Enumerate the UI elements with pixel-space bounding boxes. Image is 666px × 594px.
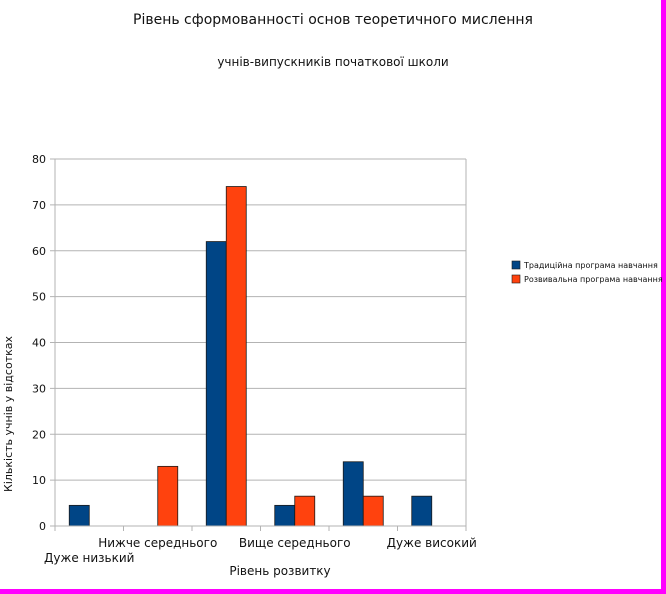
- x-axis-label: Рівень розвитку: [229, 564, 330, 578]
- x-tick-label: Дуже високий: [387, 536, 477, 550]
- y-tick-label: 30: [32, 382, 46, 395]
- y-tick-label: 50: [32, 291, 46, 304]
- grid-lines: [55, 158, 466, 527]
- chart-subtitle: учнів-випускників початкової школи: [217, 55, 449, 69]
- bar-developmental: [157, 465, 179, 527]
- bar-traditional: [411, 495, 433, 527]
- y-tick-label: 80: [32, 153, 46, 166]
- y-tick-label: 40: [32, 337, 46, 350]
- bar-developmental: [362, 495, 384, 527]
- legend-label: Розвивальна програма навчання: [524, 275, 663, 284]
- chart-title: Рівень сформованності основ теоретичного…: [133, 12, 533, 28]
- legend-swatch: [511, 274, 521, 284]
- bar-traditional: [274, 504, 296, 527]
- y-tick-label: 10: [32, 474, 46, 487]
- x-tick-label: Вище середнього: [239, 536, 351, 550]
- y-tick-label: 70: [32, 199, 46, 212]
- x-tick-label: Дуже низький: [44, 551, 134, 565]
- bar-traditional: [205, 241, 227, 527]
- legend-swatch: [511, 260, 521, 270]
- bar-developmental: [294, 495, 316, 527]
- axes: [50, 158, 467, 531]
- bars: [68, 186, 433, 527]
- y-tick-labels: 0 10 20 30 40 50 60 70 80: [32, 153, 46, 533]
- y-tick-label: 20: [32, 428, 46, 441]
- bar-traditional: [342, 461, 364, 527]
- bar-traditional: [68, 504, 90, 527]
- legend: Традиційна програма навчання Розвивальна …: [511, 260, 663, 284]
- x-tick-label: Нижче середнього: [98, 536, 217, 550]
- y-axis-label: Кількість учнів у відсотках: [2, 336, 15, 492]
- y-tick-label: 60: [32, 245, 46, 258]
- y-tick-label: 0: [39, 520, 46, 533]
- legend-label: Традиційна програма навчання: [523, 261, 658, 270]
- bar-developmental: [225, 186, 247, 527]
